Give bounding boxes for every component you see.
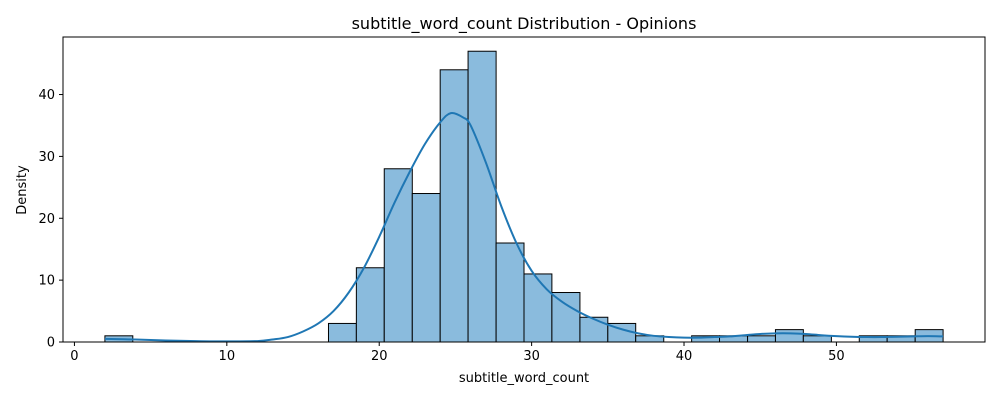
x-tick-label: 10 — [219, 349, 236, 364]
kde-line — [104, 111, 944, 343]
histogram-bar — [495, 242, 525, 343]
histogram-bar — [411, 193, 441, 343]
y-tick-label: 20 — [38, 212, 55, 227]
x-axis-label: subtitle_word_count — [459, 371, 589, 386]
y-tick-label: 10 — [38, 274, 55, 289]
histogram-bar — [355, 267, 385, 343]
x-axis-ticks: 0 10 20 30 40 50 — [70, 342, 845, 364]
x-tick-label: 20 — [371, 349, 388, 364]
y-tick-label: 40 — [38, 88, 55, 103]
x-tick-label: 40 — [676, 349, 693, 364]
histogram-bar — [467, 50, 497, 343]
plot-frame — [62, 36, 986, 343]
x-tick-label: 30 — [523, 349, 540, 364]
chart-title: subtitle_word_count Distribution - Opini… — [352, 14, 697, 34]
histogram-bar — [523, 273, 553, 343]
histogram-bar — [383, 168, 413, 343]
y-tick-label: 30 — [38, 150, 55, 165]
y-axis-ticks: 0 10 20 30 40 — [38, 88, 63, 351]
x-tick-label: 50 — [828, 349, 845, 364]
y-axis-label: Density — [15, 165, 30, 215]
histogram-bar — [802, 335, 832, 343]
histogram-bar — [747, 335, 776, 343]
histogram-bar — [327, 322, 357, 343]
histogram-bar — [439, 69, 469, 343]
kde-curve — [104, 111, 944, 343]
histogram-bar — [551, 292, 581, 343]
histogram-bar — [774, 329, 804, 343]
histogram-bar — [579, 316, 609, 343]
x-tick-label: 0 — [70, 349, 78, 364]
histogram-bars — [104, 50, 944, 343]
y-tick-label: 0 — [47, 336, 55, 351]
